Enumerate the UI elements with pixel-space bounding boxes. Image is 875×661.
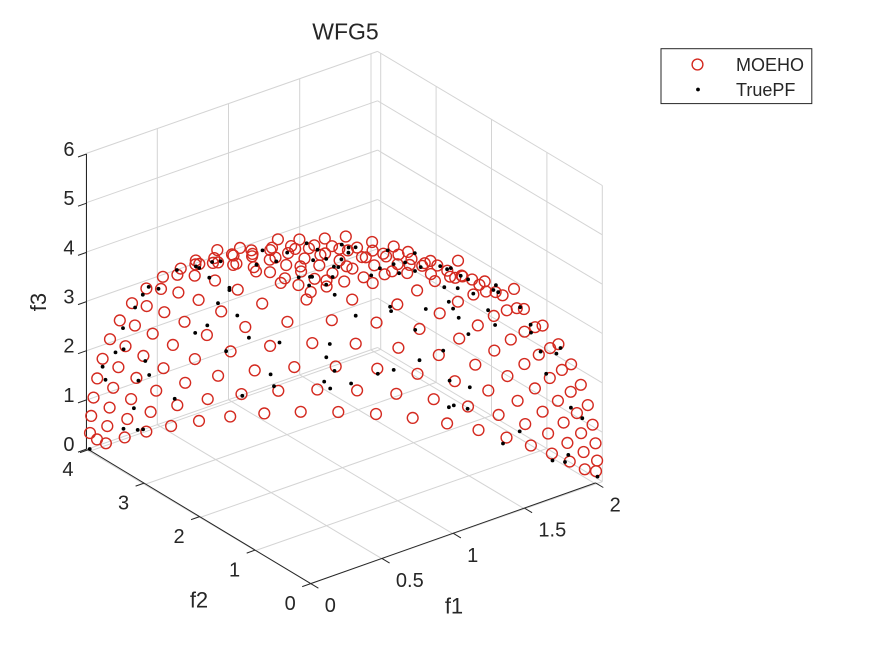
svg-text:3: 3 <box>63 287 74 309</box>
svg-text:1: 1 <box>467 545 478 567</box>
svg-text:1: 1 <box>63 385 74 407</box>
svg-text:MOEHO: MOEHO <box>736 55 804 75</box>
svg-text:4: 4 <box>62 459 73 481</box>
svg-text:2: 2 <box>63 336 74 358</box>
svg-text:6: 6 <box>63 139 74 161</box>
svg-text:4: 4 <box>63 237 74 259</box>
svg-text:f1: f1 <box>445 594 463 619</box>
svg-text:2: 2 <box>610 494 621 516</box>
svg-text:TruePF: TruePF <box>736 80 795 100</box>
svg-text:3: 3 <box>118 493 129 515</box>
svg-text:2: 2 <box>173 526 184 548</box>
svg-text:1: 1 <box>229 560 240 582</box>
svg-text:0: 0 <box>325 595 336 617</box>
svg-text:1.5: 1.5 <box>538 520 566 542</box>
svg-text:5: 5 <box>63 188 74 210</box>
svg-text:f3: f3 <box>26 293 51 311</box>
svg-text:0.5: 0.5 <box>396 570 424 592</box>
svg-text:0: 0 <box>285 593 296 615</box>
svg-text:f2: f2 <box>190 588 208 613</box>
svg-text:0: 0 <box>63 434 74 456</box>
svg-text:WFG5: WFG5 <box>312 19 378 45</box>
